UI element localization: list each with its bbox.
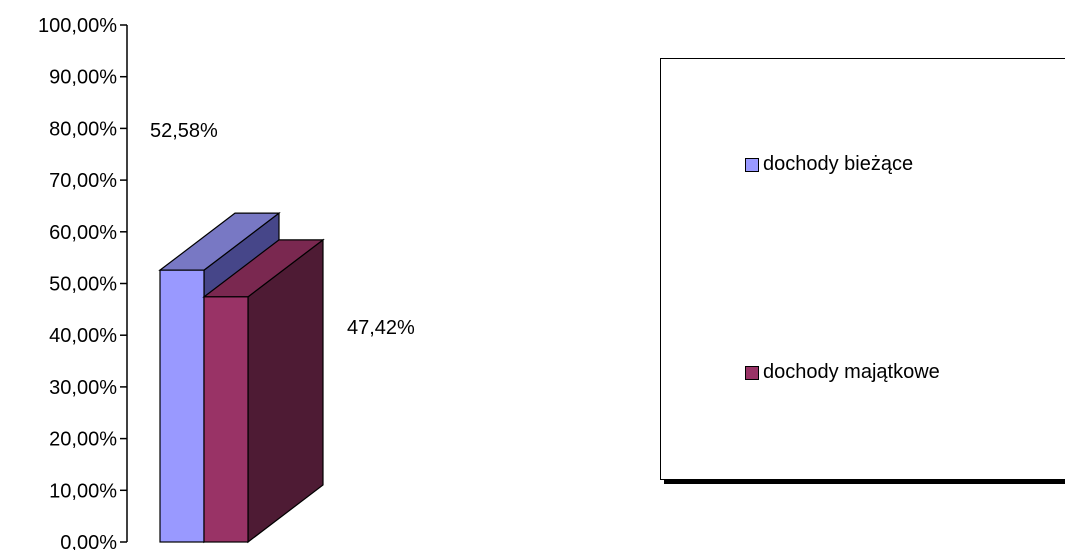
y-tick-label: 0,00%: [60, 532, 117, 550]
legend-entry-dochody-biezace: dochody bieżące: [745, 153, 913, 176]
bar-2: [202, 238, 325, 544]
data-label-2: 47,42%: [347, 317, 415, 339]
bar-front-face: [159, 269, 205, 543]
legend-entry-dochody-majatkowe: dochody majątkowe: [745, 361, 940, 384]
y-tick-label: 90,00%: [49, 67, 117, 89]
y-axis: 0,00% 10,00% 20,00% 30,00% 40,00% 50,00% 60,00…: [38, 15, 128, 550]
y-tick-label: 100,00%: [38, 15, 117, 37]
y-tick-label: 40,00%: [49, 325, 117, 347]
legend-swatch-dochody-biezace: [745, 157, 759, 172]
bar-chart: 0,00% 10,00% 20,00% 30,00% 40,00% 50,00% 60,00…: [38, 15, 415, 550]
data-label-1: 52,58%: [150, 120, 218, 142]
y-tick-label: 10,00%: [49, 480, 117, 502]
y-tick-label: 60,00%: [49, 222, 117, 244]
data-labels: 52,58% 47,42%: [150, 120, 415, 339]
y-tick-label: 80,00%: [49, 118, 117, 140]
legend-swatch-dochody-majatkowe: [745, 365, 759, 380]
y-tick-label: 20,00%: [49, 429, 117, 451]
legend-label-dochody-biezace: dochody bieżące: [763, 153, 914, 175]
y-tick-label: 30,00%: [49, 377, 117, 399]
bars: [158, 211, 325, 544]
legend-label-dochody-majatkowe: dochody majątkowe: [763, 361, 940, 383]
bar-front-face: [203, 296, 249, 543]
legend: dochody bieżące dochody majątkowe: [660, 58, 1065, 480]
y-tick-label: 50,00%: [49, 274, 117, 296]
y-tick-label: 70,00%: [49, 170, 117, 192]
